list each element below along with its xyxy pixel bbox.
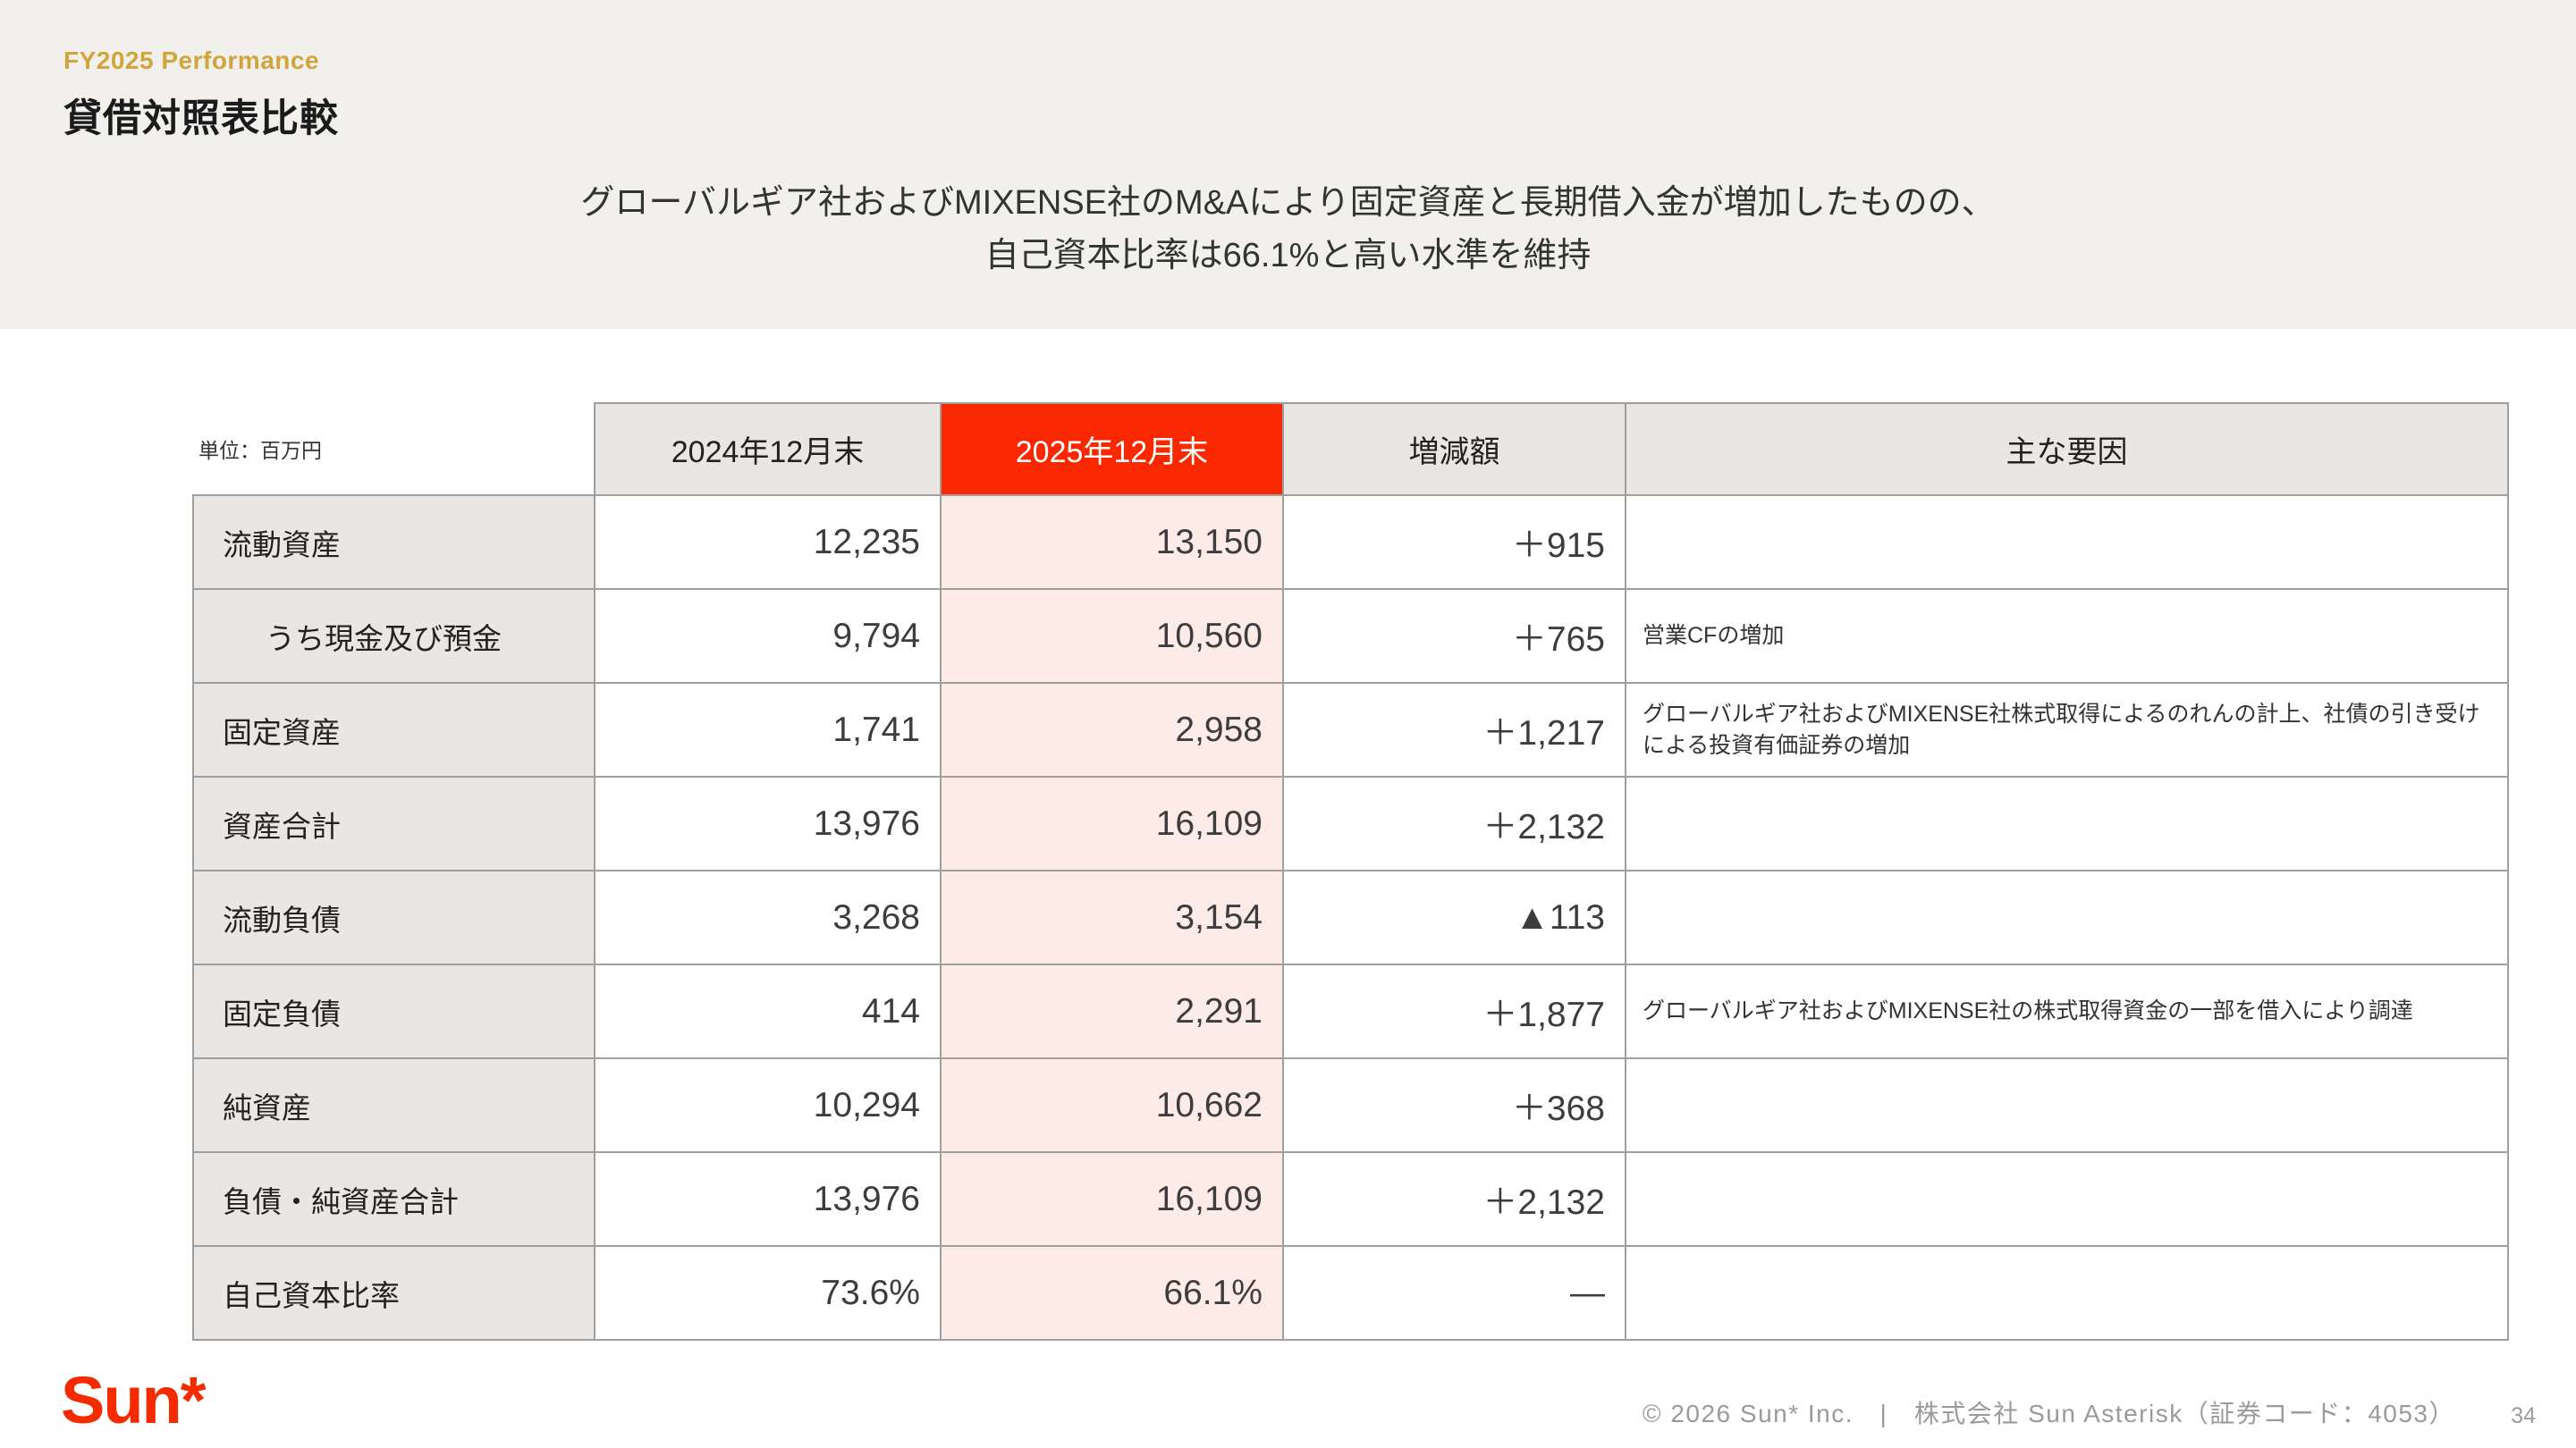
- value-2024: 73.6%: [594, 1245, 942, 1341]
- column-header-factor: 主な要因: [1625, 402, 2509, 496]
- value-2024: 414: [594, 964, 942, 1059]
- value-2024: 12,235: [594, 494, 942, 590]
- unit-label: 単位：百万円: [198, 439, 322, 462]
- balance-sheet-table: 単位：百万円 2024年12月末 2025年12月末 増減額 主な要因 流動資産…: [192, 402, 2509, 1341]
- value-2025: 10,560: [940, 588, 1284, 684]
- table-row: 資産合計 13,976 16,109 ＋2,132: [192, 776, 2509, 871]
- value-2024: 10,294: [594, 1057, 942, 1153]
- factor-note: 営業CFの増加: [1625, 588, 2509, 684]
- factor-note: グローバルギア社およびMIXENSE社株式取得によるのれんの計上、社債の引き受け…: [1625, 682, 2509, 778]
- header-section: FY2025 Performance 貸借対照表比較 グローバルギア社およびMI…: [0, 0, 2576, 329]
- table-row: 純資産 10,294 10,662 ＋368: [192, 1057, 2509, 1153]
- table-row: 固定資産 1,741 2,958 ＋1,217 グローバルギア社およびMIXEN…: [192, 682, 2509, 778]
- value-2024: 9,794: [594, 588, 942, 684]
- value-2025: 2,958: [940, 682, 1284, 778]
- value-2024: 13,976: [594, 776, 942, 871]
- subtitle: グローバルギア社およびMIXENSE社のM&Aにより固定資産と長期借入金が増加し…: [0, 177, 2576, 282]
- logo-text: Sun: [61, 1363, 182, 1437]
- table-row: 負債・純資産合計 13,976 16,109 ＋2,132: [192, 1151, 2509, 1247]
- table-row: 固定負債 414 2,291 ＋1,877 グローバルギア社およびMIXENSE…: [192, 964, 2509, 1059]
- value-diff: ＋765: [1282, 588, 1626, 684]
- value-diff: ＋915: [1282, 494, 1626, 590]
- subtitle-line-1: グローバルギア社およびMIXENSE社のM&Aにより固定資産と長期借入金が増加し…: [580, 184, 1996, 222]
- column-header-2025: 2025年12月末: [940, 402, 1284, 496]
- value-2024: 3,268: [594, 870, 942, 965]
- value-diff: ＋2,132: [1282, 1151, 1626, 1247]
- value-diff: ＋1,217: [1282, 682, 1626, 778]
- factor-note: [1625, 1057, 2509, 1153]
- value-diff: ＋1,877: [1282, 964, 1626, 1059]
- table-row: 流動負債 3,268 3,154 ▲113: [192, 870, 2509, 965]
- factor-note: [1625, 1245, 2509, 1341]
- factor-note: [1625, 1151, 2509, 1247]
- value-2024: 1,741: [594, 682, 942, 778]
- column-header-2024: 2024年12月末: [594, 402, 942, 496]
- value-2025: 66.1%: [940, 1245, 1284, 1341]
- value-2025: 16,109: [940, 1151, 1284, 1247]
- row-label: うち現金及び預金: [192, 588, 595, 684]
- subtitle-line-2: 自己資本比率は66.1%と高い水準を維持: [984, 236, 1592, 274]
- table-header-row: 単位：百万円 2024年12月末 2025年12月末 増減額 主な要因: [193, 402, 2509, 496]
- value-2025: 3,154: [940, 870, 1284, 965]
- sun-asterisk-logo: Sun*: [61, 1362, 207, 1438]
- value-diff: ＋368: [1282, 1057, 1626, 1153]
- value-diff: ▲113: [1282, 870, 1626, 965]
- table-row: 自己資本比率 73.6% 66.1% —: [192, 1245, 2509, 1341]
- value-diff: ＋2,132: [1282, 776, 1626, 871]
- page-number: 34: [2511, 1403, 2536, 1428]
- value-2025: 16,109: [940, 776, 1284, 871]
- row-label: 流動資産: [192, 494, 595, 590]
- factor-note: [1625, 776, 2509, 871]
- column-header-diff: 増減額: [1282, 402, 1626, 496]
- row-label: 固定負債: [192, 964, 595, 1059]
- factor-note: グローバルギア社およびMIXENSE社の株式取得資金の一部を借入により調達: [1625, 964, 2509, 1059]
- row-label: 自己資本比率: [192, 1245, 595, 1341]
- table-row: 流動資産 12,235 13,150 ＋915: [192, 494, 2509, 590]
- copyright-text: © 2026 Sun* Inc. | 株式会社 Sun Asterisk（証券コ…: [1642, 1400, 2455, 1427]
- value-diff: —: [1282, 1245, 1626, 1341]
- eyebrow-label: FY2025 Performance: [63, 46, 320, 74]
- value-2025: 13,150: [940, 494, 1284, 590]
- value-2024: 13,976: [594, 1151, 942, 1247]
- row-label: 資産合計: [192, 776, 595, 871]
- factor-note: [1625, 870, 2509, 965]
- factor-note: [1625, 494, 2509, 590]
- page-title: 貸借対照表比較: [63, 97, 339, 140]
- row-label: 純資産: [192, 1057, 595, 1153]
- value-2025: 2,291: [940, 964, 1284, 1059]
- row-label: 負債・純資産合計: [192, 1151, 595, 1247]
- row-label: 流動負債: [192, 870, 595, 965]
- value-2025: 10,662: [940, 1057, 1284, 1153]
- row-label: 固定資産: [192, 682, 595, 778]
- table-row: うち現金及び預金 9,794 10,560 ＋765 営業CFの増加: [192, 588, 2509, 684]
- logo-asterisk-mark: *: [180, 1363, 207, 1437]
